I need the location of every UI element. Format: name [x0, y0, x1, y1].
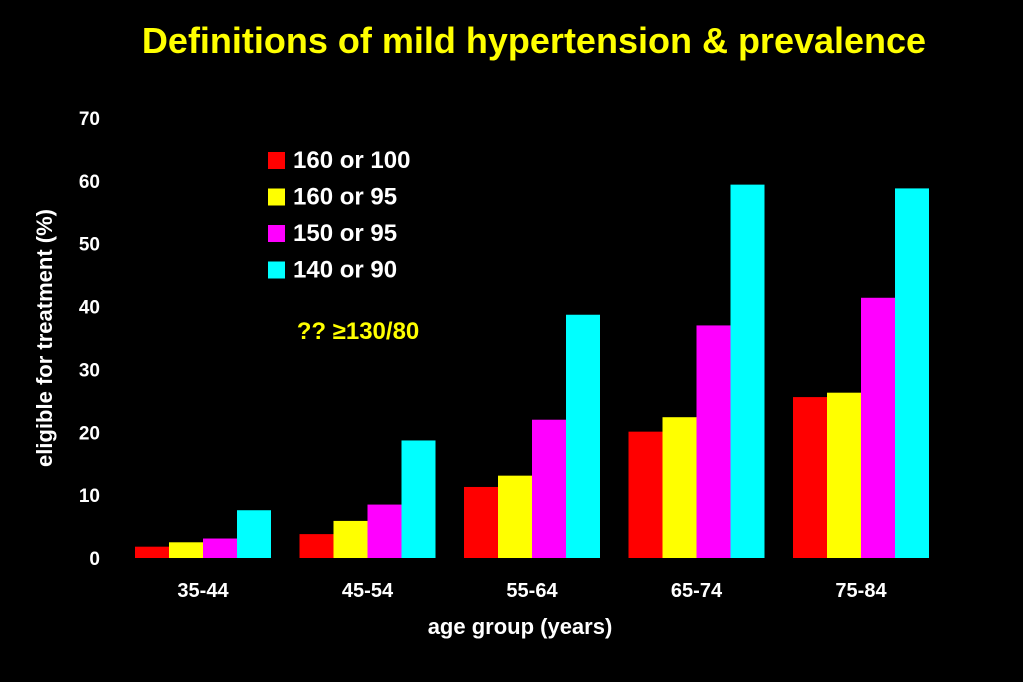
- legend-swatch: [268, 152, 285, 169]
- bar: [793, 397, 827, 558]
- threshold-annotation: ?? ≥130/80: [297, 318, 420, 345]
- bar: [237, 510, 271, 558]
- x-axis-label: age group (years): [428, 614, 613, 639]
- bars: [135, 184, 929, 558]
- legend-label: 160 or 95: [293, 184, 397, 211]
- legend: 160 or 100 160 or 95 150 or 95 140 or 90: [268, 147, 410, 284]
- y-tick-label: 60: [79, 172, 100, 193]
- chart-title: Definitions of mild hypertension & preva…: [142, 20, 926, 61]
- bar: [662, 417, 697, 558]
- legend-label: 160 or 100: [293, 147, 410, 174]
- bar: [895, 188, 929, 558]
- x-tick-label: 35-44: [177, 580, 229, 602]
- bar: [299, 534, 334, 558]
- bar: [498, 475, 532, 558]
- y-tick-label: 40: [79, 298, 100, 319]
- bar: [566, 314, 600, 558]
- legend-swatch: [268, 188, 285, 206]
- bar: [135, 546, 169, 558]
- bar: [827, 392, 861, 558]
- y-tick-label: 70: [79, 109, 100, 130]
- bar: [464, 486, 498, 558]
- bar: [532, 419, 566, 558]
- y-tick-label: 50: [79, 235, 100, 256]
- bar: [333, 520, 368, 558]
- y-axis-label: eligible for treatment (%): [32, 209, 57, 467]
- bar: [730, 184, 765, 558]
- y-tick-label: 20: [79, 423, 100, 444]
- x-tick-label: 65-74: [671, 580, 723, 602]
- legend-swatch: [268, 261, 285, 279]
- bar: [367, 504, 402, 558]
- bar: [696, 325, 731, 558]
- x-tick-label: 45-54: [342, 580, 394, 602]
- legend-label: 140 or 90: [293, 257, 397, 284]
- x-tick-label: 75-84: [835, 580, 887, 602]
- legend-label: 150 or 95: [293, 220, 397, 247]
- x-tick-label: 55-64: [506, 580, 558, 602]
- bar: [203, 538, 237, 558]
- bar: [169, 542, 203, 558]
- y-axis-ticks: 0 10 20 30 40 50 60 70: [79, 109, 100, 570]
- x-axis-ticks: 35-44 45-54 55-64 65-74 75-84: [177, 580, 887, 602]
- bar: [861, 297, 895, 558]
- legend-swatch: [268, 225, 285, 242]
- y-tick-label: 10: [79, 486, 100, 507]
- y-tick-label: 0: [89, 549, 100, 570]
- y-tick-label: 30: [79, 360, 100, 381]
- bar: [628, 431, 663, 558]
- bar: [401, 440, 436, 558]
